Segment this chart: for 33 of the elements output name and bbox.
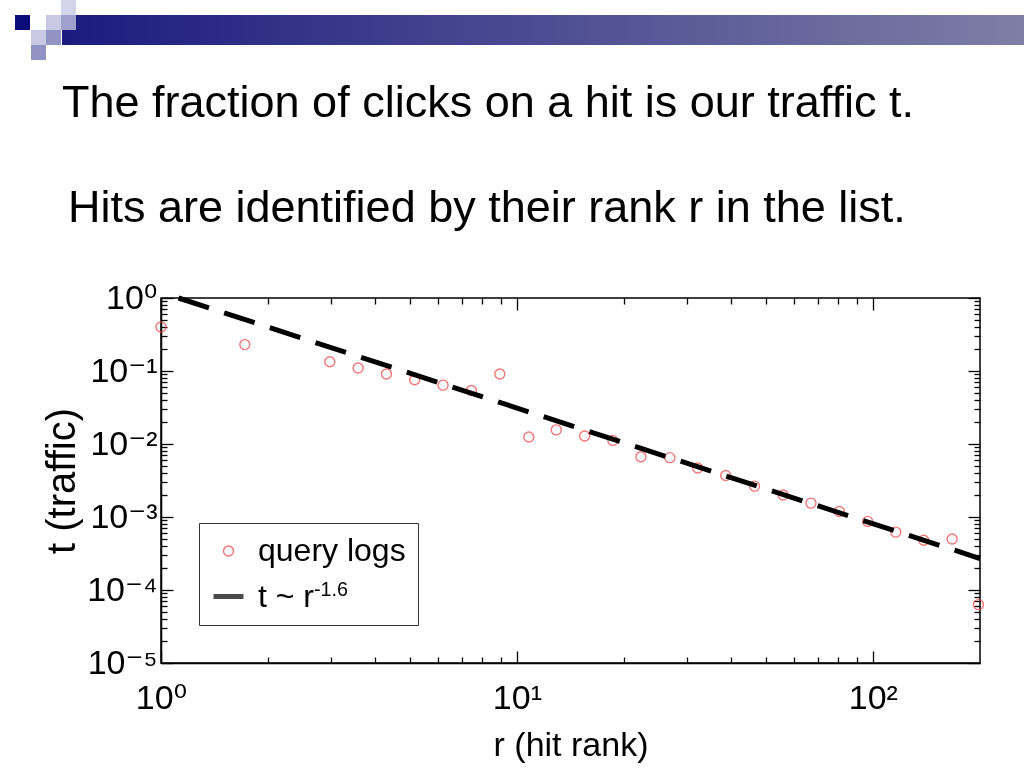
point [805,497,817,509]
point [324,356,336,368]
point [437,379,449,391]
y-axis-title: t (traffic) [39,408,84,554]
point [720,469,732,482]
x-axis-title: r (hit rank) [493,724,649,763]
point [352,362,364,374]
chart-subtitle: Hits are identified by their rank r in the list. [68,181,906,233]
y-tick-label: 10⁻⁴ [87,569,158,608]
x-tick-label: 10² [848,677,898,716]
legend-label: query logs [258,532,406,568]
chart-title: The fraction of clicks on a hit is our traffic t. [62,76,915,128]
point [748,480,761,492]
point [380,368,393,380]
point [890,526,902,538]
point [578,430,591,442]
point [833,505,846,518]
point [918,534,930,546]
point [635,451,647,463]
point [664,451,676,464]
point [550,424,562,436]
y-tick-label: 10⁻³ [90,496,158,535]
y-tick-label: 10⁻² [90,423,158,462]
point [946,533,958,545]
y-tick-label: 10⁰ [106,277,158,316]
point [777,489,789,501]
y-tick-label: 10⁻¹ [90,350,158,389]
point [494,368,506,380]
legend-label: t ~ r$^{-1.6}$ [258,577,349,614]
point [523,431,535,443]
point [861,515,874,528]
point [691,462,704,474]
x-tick-label: 10¹ [492,677,542,716]
